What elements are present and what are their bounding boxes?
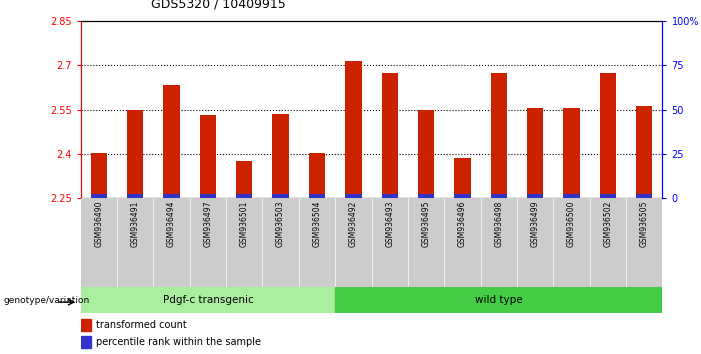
Bar xyxy=(236,161,252,198)
Bar xyxy=(154,198,190,287)
Bar xyxy=(553,198,590,287)
Bar xyxy=(454,158,470,198)
Bar xyxy=(236,194,252,198)
Bar xyxy=(481,198,517,287)
Text: GSM936499: GSM936499 xyxy=(531,201,540,247)
Text: wild type: wild type xyxy=(475,295,523,305)
Bar xyxy=(90,194,107,198)
Bar xyxy=(200,194,216,198)
Bar xyxy=(299,198,335,287)
Bar xyxy=(335,198,372,287)
Text: GDS5320 / 10409915: GDS5320 / 10409915 xyxy=(151,0,285,11)
Bar xyxy=(527,194,543,198)
Bar xyxy=(600,194,616,198)
Text: GSM936503: GSM936503 xyxy=(276,201,285,247)
Bar xyxy=(163,194,179,198)
Bar xyxy=(372,198,408,287)
Bar xyxy=(117,198,154,287)
Bar xyxy=(273,114,289,198)
Bar xyxy=(408,198,444,287)
Bar xyxy=(90,153,107,198)
Bar xyxy=(226,198,262,287)
Bar xyxy=(636,194,653,198)
Text: Pdgf-c transgenic: Pdgf-c transgenic xyxy=(163,295,253,305)
Bar xyxy=(127,110,143,198)
Bar xyxy=(81,336,91,348)
Text: GSM936493: GSM936493 xyxy=(386,201,394,247)
Text: GSM936491: GSM936491 xyxy=(130,201,139,247)
Bar xyxy=(262,198,299,287)
Bar xyxy=(564,108,580,198)
Bar xyxy=(81,287,335,313)
Bar xyxy=(335,287,662,313)
Bar xyxy=(309,153,325,198)
Bar xyxy=(345,194,362,198)
Bar xyxy=(381,194,398,198)
Text: transformed count: transformed count xyxy=(96,320,186,330)
Bar xyxy=(600,73,616,198)
Bar xyxy=(444,198,481,287)
Text: GSM936500: GSM936500 xyxy=(567,201,576,247)
Bar xyxy=(190,198,226,287)
Text: GSM936494: GSM936494 xyxy=(167,201,176,247)
Bar xyxy=(626,198,662,287)
Text: genotype/variation: genotype/variation xyxy=(4,296,90,304)
Bar xyxy=(418,110,434,198)
Text: GSM936495: GSM936495 xyxy=(421,201,430,247)
Bar xyxy=(127,194,143,198)
Text: GSM936497: GSM936497 xyxy=(203,201,212,247)
Bar xyxy=(454,194,470,198)
Bar xyxy=(200,115,216,198)
Text: GSM936501: GSM936501 xyxy=(240,201,249,247)
Text: GSM936490: GSM936490 xyxy=(95,201,103,247)
Text: GSM936498: GSM936498 xyxy=(494,201,503,247)
Bar xyxy=(345,61,362,198)
Bar xyxy=(564,194,580,198)
Text: GSM936492: GSM936492 xyxy=(349,201,358,247)
Bar xyxy=(81,198,117,287)
Bar xyxy=(517,198,553,287)
Text: GSM936504: GSM936504 xyxy=(313,201,322,247)
Bar xyxy=(309,194,325,198)
Bar xyxy=(491,73,507,198)
Bar xyxy=(527,108,543,198)
Bar xyxy=(381,73,398,198)
Bar xyxy=(590,198,626,287)
Bar xyxy=(418,194,434,198)
Bar xyxy=(636,106,653,198)
Text: GSM936502: GSM936502 xyxy=(604,201,613,247)
Text: percentile rank within the sample: percentile rank within the sample xyxy=(96,337,261,347)
Bar xyxy=(491,194,507,198)
Bar xyxy=(163,85,179,198)
Bar xyxy=(81,319,91,331)
Text: GSM936505: GSM936505 xyxy=(640,201,648,247)
Bar xyxy=(273,194,289,198)
Text: GSM936496: GSM936496 xyxy=(458,201,467,247)
